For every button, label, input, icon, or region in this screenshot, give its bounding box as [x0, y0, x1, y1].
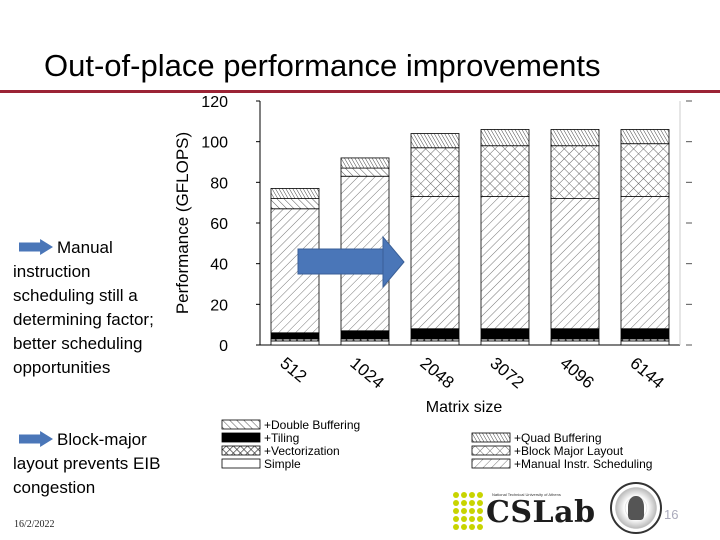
logo-subtext: National Technical University of Athens: [492, 492, 561, 497]
logo-dot: [453, 492, 459, 498]
legend-label: +Quad Buffering: [514, 431, 602, 445]
bar-segment: [270, 340, 320, 346]
arrow-bullet-icon: [19, 239, 53, 255]
cslab-logo-dots: [453, 492, 483, 530]
bar-segment: [340, 330, 390, 340]
title-divider: [0, 90, 720, 93]
bar-segment: [270, 188, 320, 200]
x-tick-label: 3072: [486, 354, 527, 393]
x-tick-label: 1024: [346, 354, 387, 393]
legend-swatch: [221, 419, 261, 430]
bar-segment: [270, 332, 320, 340]
bar-segment: [550, 328, 600, 340]
bullet-text: Block-major layout prevents EIB congesti…: [13, 430, 161, 497]
bar-segment: [480, 196, 530, 330]
slide-title: Out-of-place performance improvements: [44, 48, 601, 83]
legend-swatch: [471, 458, 511, 469]
legend-label: +Vectorization: [264, 444, 340, 458]
logo-dot: [477, 508, 483, 514]
logo-dot: [453, 500, 459, 506]
bar-segment: [270, 198, 320, 210]
bar-segment: [480, 145, 530, 197]
bar-segment: [620, 143, 670, 197]
bar-segment: [620, 340, 670, 346]
x-tick-label: 2048: [416, 354, 457, 393]
bar-segment: [480, 340, 530, 346]
bar-segment: [340, 167, 390, 177]
university-seal-icon: [610, 482, 662, 534]
legend-swatch: [221, 445, 261, 456]
big-arrow-shaft: [297, 248, 385, 275]
y-tick-label: 20: [210, 297, 228, 314]
bar-segment: [620, 328, 670, 340]
bar-segment: [340, 157, 390, 169]
logo-dot: [469, 516, 475, 522]
legend-label: +Double Buffering: [264, 418, 360, 432]
logo-dot: [469, 524, 475, 530]
bullet-block-major: Block-major layout prevents EIB congesti…: [13, 428, 165, 500]
bar-segment: [480, 129, 530, 147]
bar-segment: [410, 147, 460, 197]
y-tick-label: 60: [210, 216, 228, 233]
x-tick-label: 4096: [556, 354, 597, 393]
x-axis-label: Matrix size: [426, 399, 503, 416]
legend-label: +Tiling: [264, 431, 299, 445]
bar-segment: [410, 340, 460, 346]
bar-segment: [340, 340, 390, 346]
page-number: 16: [664, 507, 679, 522]
legend-swatch: [221, 432, 261, 443]
logo-dot: [461, 516, 467, 522]
bar-segment: [410, 133, 460, 149]
y-tick-label: 0: [219, 338, 228, 355]
bullet-text: Manual instruction scheduling still a de…: [13, 238, 154, 377]
bar-segment: [620, 129, 670, 145]
logo-dot: [477, 524, 483, 530]
logo-dot: [461, 492, 467, 498]
footer-date: 16/2/2022: [14, 519, 55, 530]
logo-dot: [461, 524, 467, 530]
logo-dot: [453, 508, 459, 514]
y-tick-label: 120: [201, 94, 228, 111]
logo-dot: [469, 492, 475, 498]
bar-segment: [480, 328, 530, 340]
logo-dot: [469, 500, 475, 506]
legend-label: +Manual Instr. Scheduling: [514, 457, 652, 471]
bar-segment: [550, 145, 600, 200]
x-tick-label: 6144: [626, 354, 667, 393]
logo-dot: [469, 508, 475, 514]
x-tick-label: 512: [276, 354, 310, 387]
y-axis-label: Performance (GFLOPS): [173, 132, 192, 314]
bar-segment: [410, 328, 460, 340]
bar-segment: [410, 196, 460, 330]
logo-dot: [453, 516, 459, 522]
bar-segment: [550, 129, 600, 147]
cslab-logo: CSLab: [486, 495, 596, 530]
bullet-manual-scheduling: Manual instruction scheduling still a de…: [13, 236, 165, 380]
logo-dot: [461, 508, 467, 514]
legend-label: +Block Major Layout: [514, 444, 624, 458]
big-arrow-head-icon: [382, 235, 405, 289]
bar-segment: [620, 196, 670, 330]
logo-dot: [453, 524, 459, 530]
legend-swatch: [221, 458, 261, 469]
legend-label: Simple: [264, 457, 301, 471]
logo-dot: [477, 500, 483, 506]
y-tick-label: 40: [210, 257, 228, 274]
legend-swatch: [471, 445, 511, 456]
legend-swatch: [471, 432, 511, 443]
bar-segment: [550, 340, 600, 346]
logo-dot: [477, 516, 483, 522]
y-tick-label: 80: [210, 175, 228, 192]
logo-dot: [461, 500, 467, 506]
logo-dot: [477, 492, 483, 498]
y-tick-label: 100: [201, 135, 228, 152]
arrow-bullet-icon: [19, 431, 53, 447]
bar-segment: [550, 198, 600, 330]
